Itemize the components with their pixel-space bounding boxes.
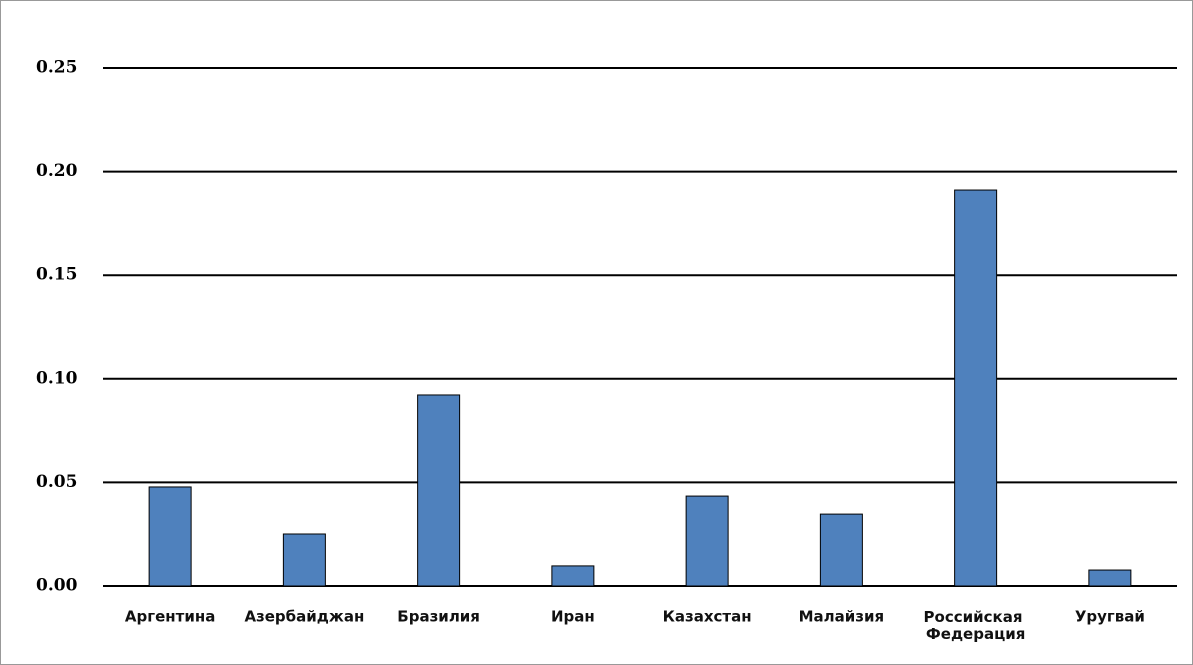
- x-tick-label: Иран: [551, 608, 595, 626]
- bar: [1088, 569, 1132, 587]
- x-tick-label: Уругвай: [1075, 608, 1145, 626]
- y-tick-label: 0.25: [36, 58, 77, 78]
- x-tick-label: Азербайджан: [244, 608, 364, 626]
- x-tick-label: Малайзия: [799, 608, 885, 626]
- x-tick-label-line: Российская: [924, 608, 1028, 626]
- y-tick-label: 0.15: [36, 265, 77, 285]
- x-tick-label: Аргентина: [125, 608, 215, 626]
- bar: [954, 189, 998, 587]
- bar: [819, 513, 863, 587]
- x-tick-label: Казахстан: [663, 608, 752, 626]
- y-tick-label: 0.05: [36, 472, 77, 492]
- bar: [148, 486, 192, 587]
- x-tick-label-line: Федерация: [926, 625, 1025, 643]
- bar: [282, 533, 326, 587]
- y-tick-label: 0.20: [36, 161, 78, 181]
- x-tick-label: Бразилия: [397, 608, 480, 626]
- x-tick-label: Российская Федерация: [924, 608, 1028, 643]
- bar: [551, 565, 595, 587]
- y-tick-label: 0.00: [36, 576, 78, 596]
- bar: [685, 495, 729, 587]
- bar: [417, 394, 461, 587]
- y-tick-label: 0.10: [36, 368, 78, 388]
